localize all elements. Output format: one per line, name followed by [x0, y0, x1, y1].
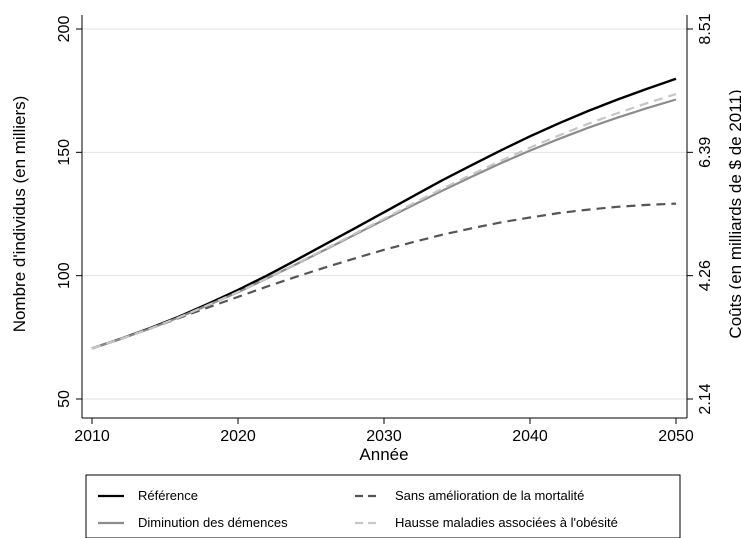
series-line-2: [91, 202, 677, 350]
x-axis-title: Année: [359, 445, 408, 464]
series-line-4: [91, 93, 677, 350]
y2-tick-label: 4.26: [697, 260, 714, 291]
y2-tick-label: 6.39: [697, 137, 714, 168]
legend: Référence Sans amélioration de la mortali…: [85, 474, 681, 538]
legend-label: Hausse maladies associées à l'obésité: [395, 515, 618, 530]
y-tick-label: 200: [56, 16, 73, 43]
x-tick-label: 2020: [220, 428, 256, 445]
gridlines: [82, 28, 687, 400]
legend-label: Référence: [138, 488, 198, 503]
tick-labels: 2010 2020 2030 2040 2050 50 100 150 200 2.14 4.26 6…: [56, 13, 714, 445]
series-line-3: [91, 98, 677, 350]
legend-box: [85, 474, 681, 538]
y2-tick-label: 2.14: [697, 383, 714, 414]
series-line-1: [91, 77, 677, 350]
legend-label: Diminution des démences: [138, 515, 288, 530]
series-lines: [91, 77, 677, 350]
x-tick-label: 2010: [74, 428, 110, 445]
y-tick-label: 150: [56, 139, 73, 166]
y-axis-title: Nombre d'individus (en milliers): [10, 96, 29, 333]
y2-axis-title: Coûts (en milliards de $ de 2011): [726, 89, 741, 338]
legend-label: Sans amélioration de la mortalité: [395, 488, 584, 503]
x-tick-label: 2030: [366, 428, 402, 445]
x-tick-label: 2050: [658, 428, 694, 445]
y-tick-label: 50: [56, 390, 73, 408]
y-tick-label: 100: [56, 262, 73, 289]
axes: [81, 15, 688, 419]
x-tick-label: 2040: [512, 428, 548, 445]
y2-tick-label: 8.51: [697, 13, 714, 44]
